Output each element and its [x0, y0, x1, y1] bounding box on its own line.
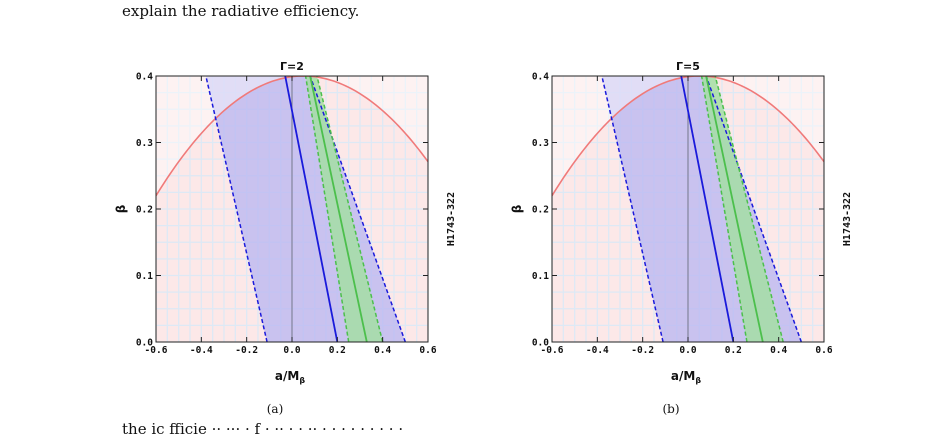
x-tick-label: 0.6 [815, 345, 832, 356]
blue-dashed-line-right [309, 76, 407, 342]
x-axis-label: a/Mβ [671, 369, 701, 385]
x-tick-label: 0.2 [329, 345, 346, 356]
above-curve-region [552, 76, 824, 196]
plot-area [156, 76, 428, 342]
blue-dashed-line-right [705, 76, 803, 342]
subfigure-caption-a: (a) [266, 402, 284, 416]
figure-panel-a: -0.6 -0.4 -0.2 0.0 0.2 0.4 0.6 0.0 0.1 0.2 0.3 0.4 Γ… [112, 44, 457, 394]
x-tick-label: 0.0 [283, 345, 300, 356]
chart-svg-a: -0.6 -0.4 -0.2 0.0 0.2 0.4 0.6 0.0 0.1 0.2 0.3 0.4 Γ… [114, 60, 457, 385]
y-tick-label: 0.0 [532, 338, 549, 349]
green-uncertainty-band [701, 76, 784, 342]
green-dashed-line-left [700, 76, 748, 342]
x-axis-label: a/Mβ [275, 369, 305, 385]
x-tick-label: -0.2 [631, 345, 654, 356]
x-axis-label-main: a/M [275, 369, 299, 383]
blue-solid-line [284, 76, 339, 342]
x-tick-label: -0.2 [235, 345, 258, 356]
body-text-line: explain the radiative efficiency. [122, 2, 360, 20]
chart-svg-b: -0.6 -0.4 -0.2 0.0 0.2 0.4 0.6 0.0 0.1 0.2 0.3 0.4 Γ… [510, 60, 853, 385]
above-curve-region [156, 76, 428, 196]
source-name-label: H1743-322 [842, 192, 853, 246]
y-tick-label: 0.2 [136, 205, 153, 216]
x-axis-label-subscript: β [695, 376, 701, 385]
x-tick-label: 0.4 [374, 345, 391, 356]
green-dashed-line-right [316, 76, 384, 342]
x-tick-label: 0.4 [770, 345, 787, 356]
x-tick-label: 0.2 [725, 345, 742, 356]
y-tick-label: 0.4 [136, 72, 153, 83]
subfigure-caption-b: (b) [662, 402, 680, 416]
x-axis-label-subscript: β [299, 376, 305, 385]
y-tick-label: 0.3 [532, 138, 549, 149]
source-name-label: H1743-322 [446, 192, 457, 246]
plot-area [552, 76, 824, 342]
x-tick-label: -0.4 [190, 345, 213, 356]
y-tick-label: 0.4 [532, 72, 549, 83]
y-axis-label: β [114, 204, 128, 213]
chart-title: Γ=2 [280, 60, 304, 73]
green-dashed-line-right [714, 76, 784, 342]
x-tick-label: 0.6 [419, 345, 436, 356]
x-tick-label: 0.0 [679, 345, 696, 356]
y-tick-label: 0.1 [532, 271, 549, 282]
truncated-text-line: the ic fficie ·· ··· · f · ·· · · ·· · ·… [122, 420, 404, 438]
figure-panel-b: -0.6 -0.4 -0.2 0.0 0.2 0.4 0.6 0.0 0.1 0.2 0.3 0.4 Γ… [508, 44, 853, 394]
y-tick-label: 0.0 [136, 338, 153, 349]
x-tick-label: -0.6 [145, 345, 168, 356]
blue-solid-line [680, 76, 735, 342]
green-solid-line [705, 76, 764, 342]
y-tick-label: 0.3 [136, 138, 153, 149]
y-tick-label: 0.2 [532, 205, 549, 216]
y-axis-label: β [510, 204, 524, 213]
x-tick-label: -0.4 [586, 345, 609, 356]
y-tick-label: 0.1 [136, 271, 153, 282]
x-tick-label: -0.6 [541, 345, 564, 356]
green-dashed-line-left [304, 76, 350, 342]
chart-title: Γ=5 [676, 60, 700, 73]
x-axis-label-main: a/M [671, 369, 695, 383]
green-solid-line [309, 76, 368, 342]
